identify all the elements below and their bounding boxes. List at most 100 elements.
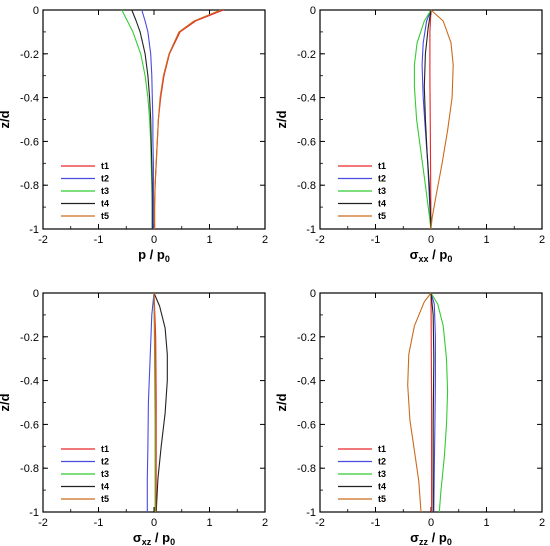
y-tick-label: -0.4: [20, 376, 39, 388]
x-axis-label-part: σ: [410, 530, 419, 545]
x-tick-label: -1: [371, 234, 381, 246]
y-tick-label: -1: [306, 507, 316, 519]
legend-label: t4: [101, 482, 109, 492]
x-tick-label: 2: [262, 517, 268, 529]
legend-label: t4: [378, 482, 386, 492]
series-line-t5: [407, 292, 432, 513]
chart-panel-1: -2 -1 0 1 20-0.2-0.4-0.6-0.8-1z/dp / p0t1t2t…: [0, 5, 268, 264]
legend-label: t4: [378, 199, 386, 209]
y-tick-label: -0.4: [297, 93, 316, 105]
series-line-t1: [430, 292, 433, 512]
x-axis-label-subscript: 0: [170, 537, 175, 546]
x-tick-label: -2: [38, 517, 48, 529]
legend-label: t2: [101, 457, 109, 467]
legend-label: t4: [101, 199, 109, 209]
legend-label: t2: [101, 174, 109, 184]
y-tick-label: 0: [33, 5, 39, 17]
legend-label: t3: [101, 469, 109, 479]
series-line-t5: [153, 292, 157, 512]
x-axis-label-subscript: xz: [142, 537, 152, 546]
x-axis-label: σxz / p0: [133, 530, 175, 546]
legend-label: t1: [378, 444, 386, 454]
x-axis-label: σxx / p0: [410, 247, 453, 264]
y-tick-label: -0.8: [297, 463, 316, 475]
plot-frame: [42, 9, 266, 230]
x-tick-label: -2: [315, 234, 325, 246]
y-tick-label: -0.6: [297, 136, 316, 148]
y-tick-label: -1: [306, 224, 316, 236]
y-tick-label: -1: [29, 507, 39, 519]
y-tick-label: -0.8: [20, 463, 39, 475]
y-tick-label: -1: [29, 224, 39, 236]
x-tick-label: 2: [539, 234, 545, 246]
x-tick-label: 1: [206, 234, 212, 246]
y-tick-label: 0: [33, 288, 39, 300]
x-tick-label: 0: [428, 517, 434, 529]
x-tick-label: 1: [483, 234, 489, 246]
series-line-t3: [413, 9, 432, 230]
x-axis-label: p / p0: [138, 247, 170, 264]
series-line-t1: [429, 9, 432, 230]
x-axis-label-part: σ: [410, 247, 419, 262]
series-line-t5: [430, 9, 454, 230]
y-axis-label: z/d: [0, 393, 12, 411]
y-tick-label: -0.2: [297, 332, 316, 344]
legend-label: t1: [101, 444, 109, 454]
legend-label: t5: [101, 211, 109, 221]
y-tick-label: -0.2: [20, 49, 39, 61]
series-line-t4: [423, 9, 432, 230]
legend-label: t3: [378, 186, 386, 196]
x-axis-label-part: p / p: [138, 247, 165, 262]
legend-label: t3: [101, 186, 109, 196]
legend-label: t1: [378, 161, 386, 171]
series-line-t2: [141, 9, 154, 229]
y-tick-label: 0: [310, 5, 316, 17]
x-tick-label: -1: [371, 517, 381, 529]
x-tick-label: 0: [151, 517, 157, 529]
series-line-t4: [430, 292, 435, 512]
x-tick-label: 0: [151, 234, 157, 246]
x-axis-label-subscript: 0: [447, 537, 452, 546]
x-tick-label: -1: [94, 234, 104, 246]
series-line-t1: [154, 9, 224, 229]
y-axis-label: z/d: [274, 393, 289, 411]
y-tick-label: 0: [310, 288, 316, 300]
legend-label: t5: [378, 211, 386, 221]
x-tick-label: -2: [315, 517, 325, 529]
series-line-t3: [121, 9, 153, 229]
series-line-t4: [131, 9, 153, 229]
y-tick-label: -0.8: [297, 180, 316, 192]
x-tick-label: 2: [539, 517, 545, 529]
y-tick-label: -0.8: [20, 180, 39, 192]
x-axis-label-subscript: 0: [165, 254, 170, 264]
y-axis-label: z/d: [0, 110, 12, 128]
y-tick-label: -0.4: [297, 376, 316, 388]
legend-label: t1: [101, 161, 109, 171]
series-line-t2: [430, 292, 436, 513]
legend-label: t5: [101, 494, 109, 504]
y-tick-label: -0.6: [20, 136, 39, 148]
y-tick-label: -0.4: [20, 93, 39, 105]
legend-label: t2: [378, 457, 386, 467]
x-tick-label: 1: [206, 517, 212, 529]
x-axis-label-part: / p: [429, 247, 448, 262]
y-tick-label: -0.2: [20, 332, 39, 344]
x-tick-label: 1: [483, 517, 489, 529]
x-tick-label: 2: [262, 234, 268, 246]
x-axis-label-subscript: zz: [419, 537, 429, 546]
y-axis-label: z/d: [274, 110, 289, 128]
x-axis-label: σzz / p0: [410, 530, 452, 546]
x-tick-label: 0: [428, 234, 434, 246]
legend-label: t5: [378, 494, 386, 504]
legend-label: t3: [378, 469, 386, 479]
x-tick-label: -1: [94, 517, 104, 529]
x-axis-label-subscript: 0: [447, 254, 452, 264]
x-axis-label-part: σ: [133, 530, 142, 545]
series-line-t3: [430, 292, 449, 513]
series-line-t4: [153, 292, 168, 513]
legend-label: t2: [378, 174, 386, 184]
